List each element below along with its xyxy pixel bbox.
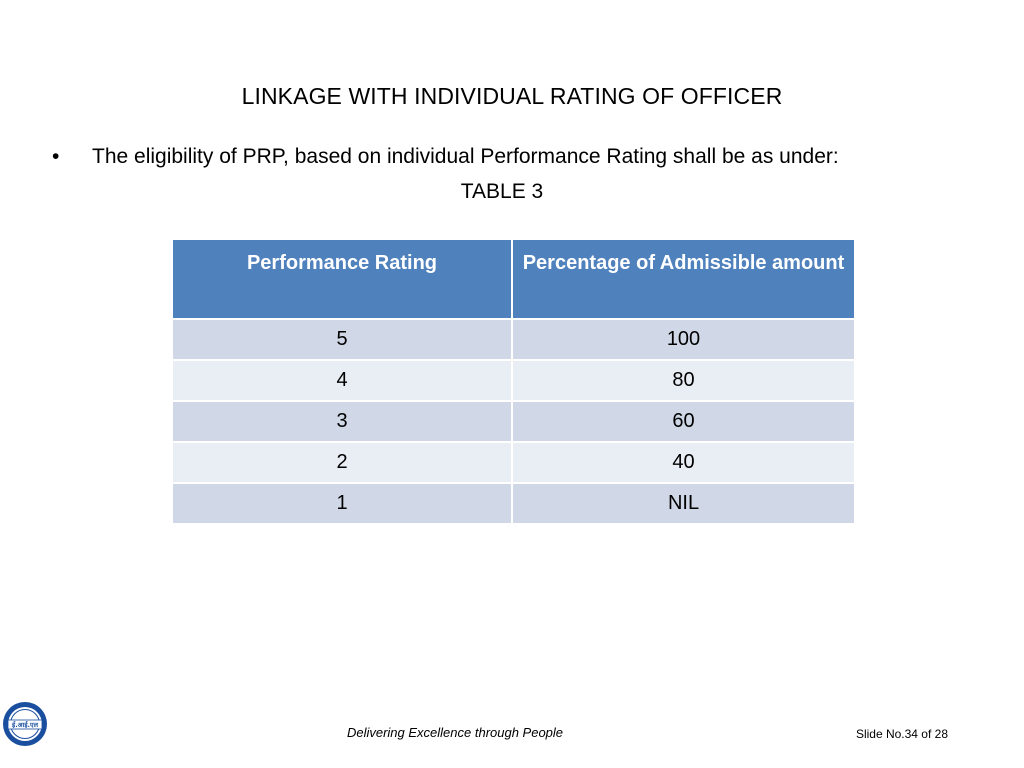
header-percentage-admissible: Percentage of Admissible amount [511, 238, 856, 320]
logo-text: ई.आई.एल [11, 721, 39, 729]
table-row: 4 80 [171, 359, 856, 402]
table-caption: TABLE 3 [460, 180, 544, 203]
rating-cell: 2 [171, 441, 513, 484]
rating-cell: 5 [171, 318, 513, 361]
rating-table: Performance Rating Percentage of Admissi… [171, 238, 856, 525]
rating-cell: 3 [171, 400, 513, 443]
header-performance-rating: Performance Rating [171, 238, 513, 320]
table-row: 1 NIL [171, 482, 856, 525]
table-header-row: Performance Rating Percentage of Admissi… [171, 238, 856, 320]
bullet-text: The eligibility of PRP, based on individ… [92, 145, 839, 168]
percentage-cell: 40 [511, 441, 856, 484]
table-row: 5 100 [171, 318, 856, 361]
footer-tagline: Delivering Excellence through People [346, 725, 564, 740]
percentage-cell: NIL [511, 482, 856, 525]
table-row: 3 60 [171, 400, 856, 443]
table-row: 2 40 [171, 441, 856, 484]
company-logo: ई.आई.एल [3, 702, 47, 746]
percentage-cell: 100 [511, 318, 856, 361]
bullet-point: • The eligibility of PRP, based on indivi… [52, 143, 972, 171]
slide-number: Slide No.34 of 28 [855, 727, 948, 741]
percentage-cell: 60 [511, 400, 856, 443]
bullet-icon: • [52, 145, 60, 168]
percentage-cell: 80 [511, 359, 856, 402]
rating-cell: 4 [171, 359, 513, 402]
slide-title: LINKAGE WITH INDIVIDUAL RATING OF OFFICE… [241, 83, 783, 109]
rating-cell: 1 [171, 482, 513, 525]
